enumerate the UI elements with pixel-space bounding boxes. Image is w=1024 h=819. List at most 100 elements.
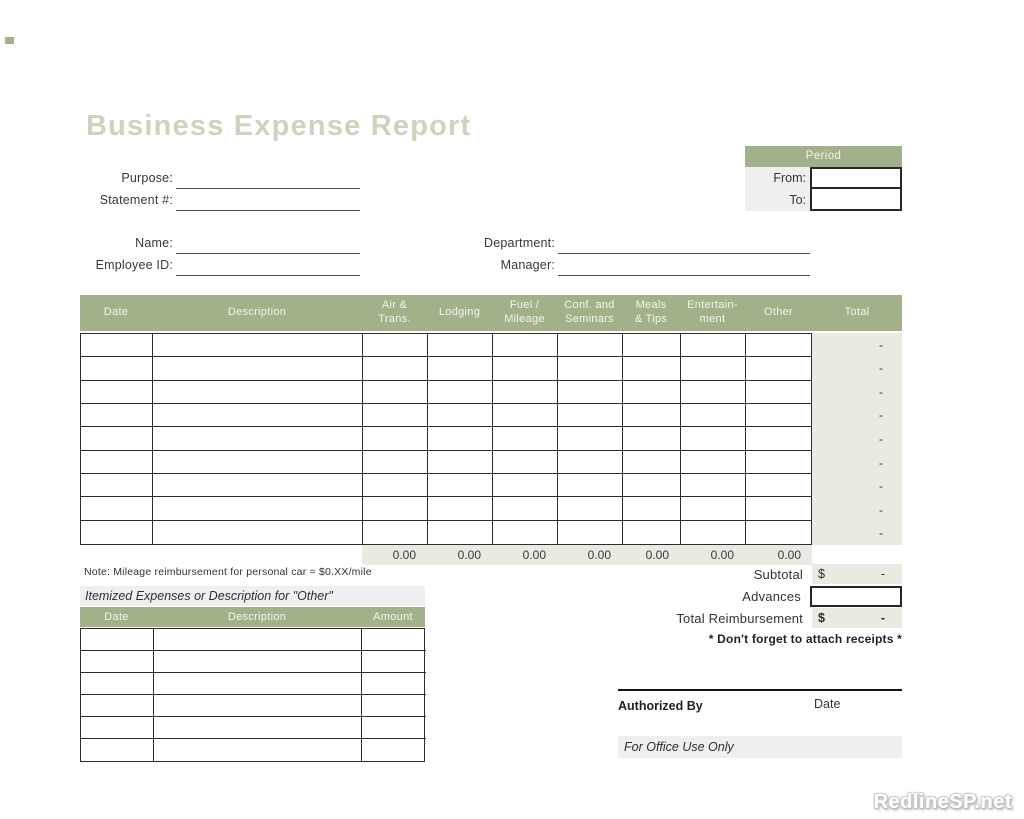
expense-cell[interactable]	[81, 334, 153, 358]
expense-cell[interactable]	[681, 427, 746, 451]
expense-cell[interactable]	[558, 450, 623, 474]
expense-cell[interactable]	[558, 357, 623, 381]
itemized-cell[interactable]	[81, 651, 154, 673]
expense-cell[interactable]	[681, 334, 746, 358]
expense-cell[interactable]	[623, 450, 681, 474]
expense-cell[interactable]	[493, 520, 558, 544]
expense-cell[interactable]	[623, 380, 681, 404]
expense-cell[interactable]	[363, 334, 428, 358]
expense-cell[interactable]	[428, 427, 493, 451]
expense-cell[interactable]	[81, 450, 153, 474]
itemized-cell[interactable]	[154, 717, 362, 739]
expense-cell[interactable]	[153, 357, 363, 381]
expense-cell[interactable]	[428, 334, 493, 358]
itemized-cell[interactable]	[154, 695, 362, 717]
itemized-cell[interactable]	[154, 739, 362, 761]
expense-cell[interactable]	[428, 450, 493, 474]
expense-cell[interactable]	[363, 357, 428, 381]
expense-cell[interactable]	[153, 334, 363, 358]
expense-cell[interactable]	[681, 380, 746, 404]
expense-cell[interactable]	[153, 404, 363, 428]
itemized-cell[interactable]	[154, 673, 362, 695]
expense-cell[interactable]	[153, 427, 363, 451]
expense-cell[interactable]	[623, 404, 681, 428]
purpose-input[interactable]	[176, 172, 360, 189]
expense-cell[interactable]	[558, 404, 623, 428]
itemized-cell[interactable]	[81, 673, 154, 695]
expense-cell[interactable]	[428, 357, 493, 381]
expense-cell[interactable]	[153, 380, 363, 404]
itemized-cell[interactable]	[362, 717, 426, 739]
expense-cell[interactable]	[363, 520, 428, 544]
expense-cell[interactable]	[746, 474, 813, 498]
expense-cell[interactable]	[558, 427, 623, 451]
expense-cell[interactable]	[558, 334, 623, 358]
expense-cell[interactable]	[746, 404, 813, 428]
expense-cell[interactable]	[558, 380, 623, 404]
expense-cell[interactable]	[153, 520, 363, 544]
itemized-cell[interactable]	[154, 629, 362, 651]
expense-cell[interactable]	[363, 404, 428, 428]
itemized-cell[interactable]	[81, 695, 154, 717]
expense-cell[interactable]	[153, 497, 363, 521]
expense-cell[interactable]	[623, 474, 681, 498]
itemized-cell[interactable]	[362, 739, 426, 761]
expense-cell[interactable]	[746, 357, 813, 381]
expense-cell[interactable]	[81, 357, 153, 381]
expense-cell[interactable]	[81, 427, 153, 451]
expense-cell[interactable]	[681, 404, 746, 428]
expense-cell[interactable]	[363, 474, 428, 498]
expense-cell[interactable]	[363, 380, 428, 404]
itemized-cell[interactable]	[362, 673, 426, 695]
expense-cell[interactable]	[493, 357, 558, 381]
expense-cell[interactable]	[363, 427, 428, 451]
itemized-cell[interactable]	[81, 739, 154, 761]
expense-cell[interactable]	[746, 427, 813, 451]
expense-cell[interactable]	[558, 497, 623, 521]
expense-cell[interactable]	[428, 497, 493, 521]
expense-cell[interactable]	[493, 497, 558, 521]
expense-cell[interactable]	[81, 497, 153, 521]
expense-cell[interactable]	[746, 451, 813, 474]
expense-cell[interactable]	[428, 474, 493, 498]
expense-cell[interactable]	[81, 404, 153, 428]
expense-cell[interactable]	[746, 521, 813, 544]
expense-cell[interactable]	[746, 497, 813, 521]
expense-cell[interactable]	[746, 381, 813, 404]
expense-cell[interactable]	[493, 404, 558, 428]
expense-cell[interactable]	[81, 380, 153, 404]
advances-input[interactable]	[810, 585, 902, 607]
expense-cell[interactable]	[363, 450, 428, 474]
expense-cell[interactable]	[428, 380, 493, 404]
itemized-cell[interactable]	[362, 651, 426, 673]
expense-cell[interactable]	[623, 497, 681, 521]
expense-cell[interactable]	[81, 474, 153, 498]
expense-cell[interactable]	[153, 474, 363, 498]
signature-line[interactable]	[618, 689, 902, 691]
itemized-cell[interactable]	[81, 629, 154, 651]
expense-cell[interactable]	[623, 520, 681, 544]
expense-cell[interactable]	[623, 334, 681, 358]
expense-cell[interactable]	[493, 380, 558, 404]
expense-cell[interactable]	[681, 520, 746, 544]
expense-cell[interactable]	[363, 497, 428, 521]
period-to-input[interactable]	[810, 189, 902, 211]
manager-input[interactable]	[558, 259, 810, 276]
department-input[interactable]	[558, 237, 810, 254]
expense-cell[interactable]	[681, 357, 746, 381]
expense-cell[interactable]	[681, 450, 746, 474]
expense-cell[interactable]	[681, 474, 746, 498]
employee-id-input[interactable]	[176, 259, 360, 276]
expense-cell[interactable]	[428, 520, 493, 544]
period-from-input[interactable]	[810, 167, 902, 189]
statement-input[interactable]	[176, 194, 360, 211]
expense-cell[interactable]	[428, 404, 493, 428]
name-input[interactable]	[176, 237, 360, 254]
expense-cell[interactable]	[493, 427, 558, 451]
expense-cell[interactable]	[493, 474, 558, 498]
expense-cell[interactable]	[623, 357, 681, 381]
itemized-cell[interactable]	[81, 717, 154, 739]
expense-cell[interactable]	[558, 520, 623, 544]
expense-cell[interactable]	[558, 474, 623, 498]
expense-cell[interactable]	[493, 334, 558, 358]
